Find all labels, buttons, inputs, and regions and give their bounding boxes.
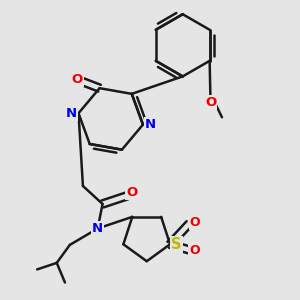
- Text: O: O: [189, 244, 200, 257]
- Text: N: N: [92, 222, 103, 235]
- Text: O: O: [71, 74, 82, 86]
- Text: N: N: [66, 107, 77, 120]
- Text: O: O: [205, 96, 216, 109]
- Text: S: S: [171, 237, 182, 252]
- Text: O: O: [126, 186, 138, 199]
- Text: N: N: [145, 118, 156, 131]
- Text: O: O: [190, 216, 200, 229]
